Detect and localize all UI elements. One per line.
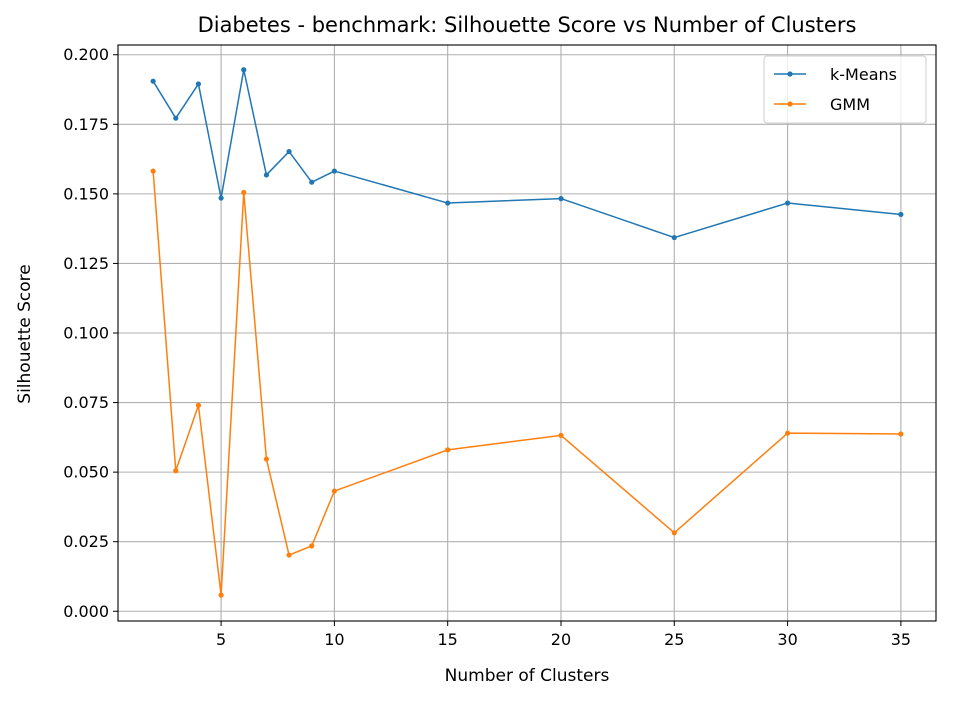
y-tick-label: 0.100 [63, 324, 109, 343]
data-point [309, 543, 315, 549]
data-point [445, 447, 451, 453]
data-point [218, 195, 224, 201]
x-tick-label: 5 [216, 630, 226, 649]
data-point [241, 189, 247, 196]
data-point [784, 200, 791, 206]
data-point [671, 530, 677, 536]
data-point [558, 196, 564, 202]
data-point [150, 168, 156, 174]
y-tick-label: 0.175 [63, 115, 109, 134]
x-tick-label: 35 [891, 630, 911, 649]
legend-box [763, 55, 927, 124]
x-tick-label: 10 [324, 630, 344, 649]
data-point [218, 592, 224, 598]
data-point [195, 81, 202, 87]
data-point [286, 552, 292, 558]
y-tick-label: 0.050 [63, 463, 109, 482]
legend-marker [787, 71, 793, 77]
series-lines [150, 67, 904, 598]
data-point [558, 432, 564, 438]
data-point [286, 148, 292, 155]
data-point [331, 168, 337, 174]
y-tick-label: 0.150 [63, 184, 109, 203]
chart-title: Diabetes - benchmark: Silhouette Score v… [198, 13, 857, 37]
y-tick-label: 0.025 [63, 532, 109, 551]
data-point [671, 234, 677, 241]
y-axis-label: Silhouette Score [15, 264, 35, 403]
legend: k-Means GMM [763, 55, 927, 124]
x-axis-label: Number of Clusters [445, 666, 610, 686]
data-point [173, 115, 179, 121]
legend-label: k-Means [830, 65, 897, 84]
data-point [263, 456, 270, 462]
data-point [195, 402, 202, 408]
x-tick-label: 20 [551, 630, 571, 649]
data-point [898, 211, 904, 218]
axes: 5 10 15 20 25 30 35 0.000 0.025 0.050 0.075 0.100 0.… [63, 44, 937, 649]
data-point [263, 172, 270, 178]
grid [118, 45, 936, 621]
y-tick-label: 0.000 [63, 602, 109, 621]
data-point [784, 430, 791, 436]
x-tick-label: 30 [777, 630, 797, 649]
x-tick-label: 25 [664, 630, 684, 649]
data-point [445, 200, 451, 206]
data-point [173, 468, 179, 474]
series-line-kmeans [152, 69, 901, 239]
series-line-gmm [152, 170, 901, 596]
y-tick-label: 0.125 [63, 254, 109, 273]
y-tick-label: 0.075 [63, 393, 109, 412]
data-point [309, 179, 315, 185]
legend-marker [787, 101, 793, 107]
x-tick-label: 15 [438, 630, 458, 649]
data-point [241, 67, 247, 73]
data-point [331, 488, 337, 494]
y-tick-label: 0.200 [63, 45, 109, 64]
data-point [150, 78, 156, 84]
data-point [898, 431, 904, 437]
legend-label: GMM [830, 95, 870, 114]
